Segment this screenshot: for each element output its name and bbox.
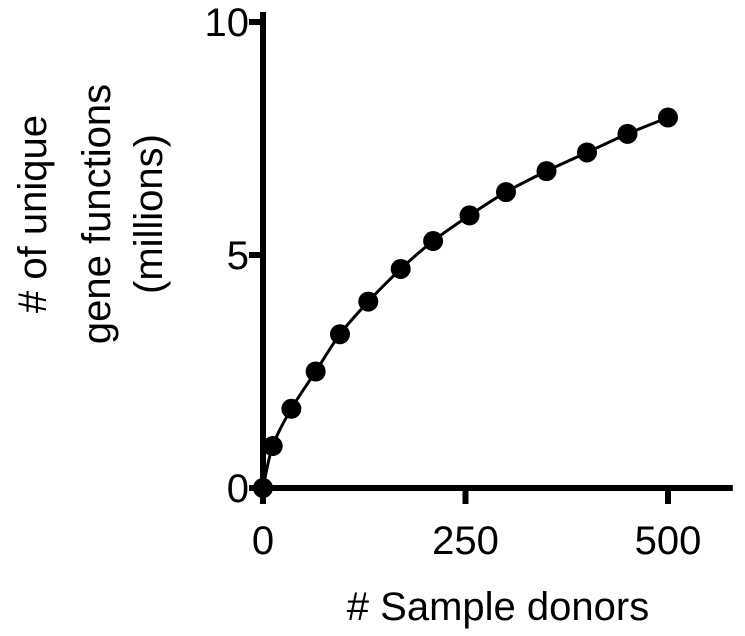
x-tick-label-0: 0	[252, 519, 274, 563]
data-point-4	[329, 324, 350, 345]
y-axis-title-line-3: (millions)	[127, 134, 171, 294]
data-point-13	[658, 107, 678, 128]
x-tick-label-2: 500	[635, 519, 702, 563]
data-point-6	[390, 258, 411, 279]
x-axis-title: # Sample donors	[347, 585, 649, 629]
y-tick-label-1: 5	[227, 234, 249, 278]
data-point-8	[459, 205, 480, 226]
data-point-3	[305, 361, 326, 382]
fit-curve-0	[261, 116, 669, 489]
ticks-layer: 0 5 10 0 250 500	[205, 1, 702, 563]
x-tick-label-1: 250	[432, 519, 499, 563]
fit-layer	[261, 116, 669, 489]
y-axis-title: # of unique gene functions (millions)	[11, 84, 171, 344]
y-tick-label-0: 0	[227, 467, 249, 511]
data-point-2	[281, 398, 302, 419]
data-point-1	[262, 436, 283, 457]
data-point-11	[577, 142, 597, 163]
data-point-10	[536, 161, 557, 182]
y-axis-title-line-1: # of unique	[11, 115, 55, 313]
points-layer	[253, 107, 678, 498]
data-point-5	[358, 291, 379, 312]
data-point-9	[496, 182, 516, 203]
y-tick-label-2: 10	[205, 1, 250, 45]
data-point-7	[423, 231, 444, 252]
y-axis-title-line-2: gene functions	[75, 84, 119, 344]
data-point-12	[617, 123, 638, 144]
